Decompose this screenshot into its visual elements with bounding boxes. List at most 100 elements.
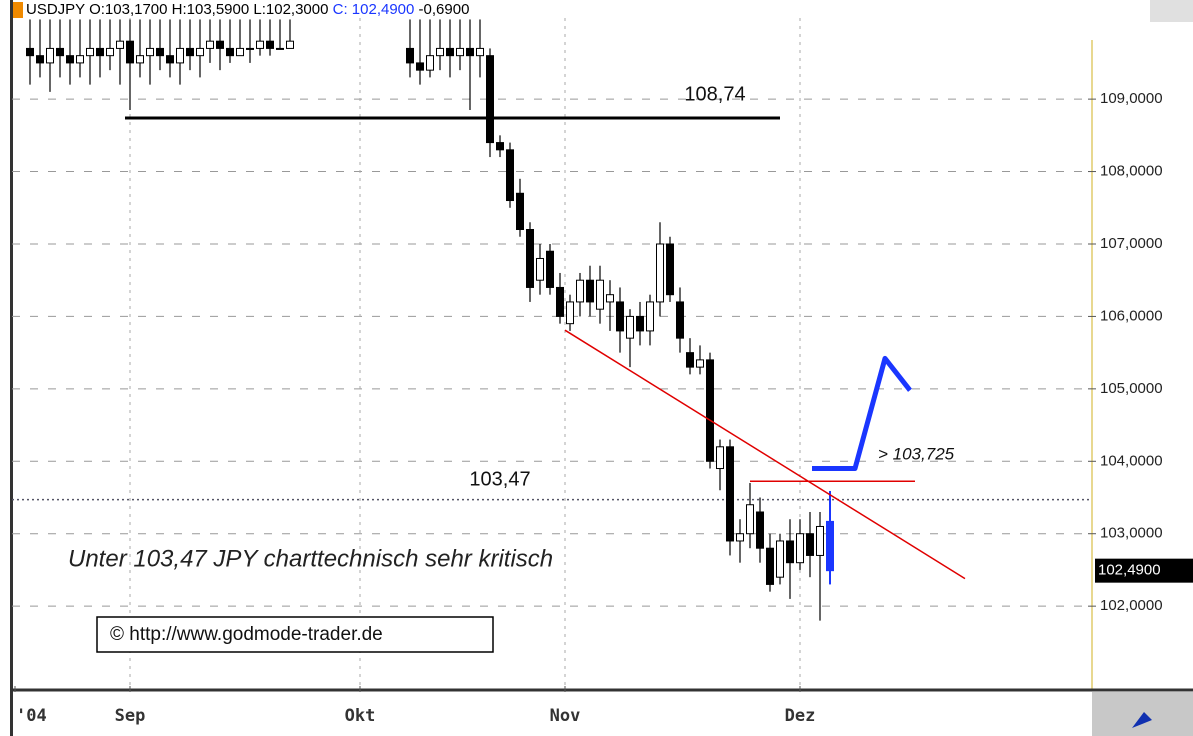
candle-body — [166, 55, 174, 64]
candle-body — [26, 47, 34, 57]
candle-body — [796, 533, 804, 564]
candle-body — [446, 47, 454, 57]
x-tick-label: '04 — [16, 706, 47, 726]
y-tick-label: 108,0000 — [1100, 163, 1163, 180]
candle-body — [806, 533, 814, 556]
candle-body — [576, 279, 584, 303]
candle-body — [626, 315, 634, 339]
comment: Unter 103,47 JPY charttechnisch sehr kri… — [68, 545, 553, 572]
candle-body — [826, 520, 834, 572]
candle-body — [456, 47, 464, 57]
candle-body — [176, 47, 184, 64]
y-tick-label: 106,0000 — [1100, 307, 1163, 324]
candle-body — [486, 55, 494, 144]
candle-body — [236, 47, 244, 57]
candle-body — [466, 47, 474, 57]
candle-body — [36, 55, 44, 64]
candle-body — [436, 47, 444, 57]
plot — [12, 18, 1090, 688]
tool-icon[interactable] — [1132, 712, 1152, 728]
candle-body — [686, 352, 694, 368]
candle-body — [756, 511, 764, 549]
candle-body — [146, 47, 154, 57]
candle-body — [416, 62, 424, 71]
candle-body — [516, 192, 524, 231]
candle-body — [266, 40, 274, 49]
x-tick-label: Dez — [785, 706, 816, 726]
candle-body — [706, 359, 714, 462]
candle-body — [766, 547, 774, 585]
title-part: -0,6900 — [419, 1, 470, 18]
candle-body — [566, 301, 574, 325]
candle-body — [426, 55, 434, 71]
y-tick-label: 103,0000 — [1100, 525, 1163, 542]
candle-body — [786, 540, 794, 564]
candle-body — [496, 142, 504, 151]
y-tick-label: 109,0000 — [1100, 90, 1163, 107]
x-tick-label: Sep — [115, 706, 146, 726]
candle-body — [76, 55, 84, 64]
last-price-label: 102,4900 — [1098, 562, 1161, 579]
x-tick-label: Okt — [345, 706, 376, 726]
candle-body — [506, 149, 514, 202]
candle-body — [46, 47, 54, 64]
source-box — [96, 616, 494, 653]
y-tick-label: 102,0000 — [1100, 597, 1163, 614]
y-tick-label: 107,0000 — [1100, 235, 1163, 252]
candle-body — [676, 301, 684, 339]
x-tick-label: Nov — [550, 706, 581, 726]
candle-body — [476, 47, 484, 57]
candle-body — [616, 301, 624, 332]
candle-body — [726, 446, 734, 542]
candle-body — [196, 47, 204, 57]
candle-body — [746, 504, 754, 535]
candle-body — [256, 40, 264, 49]
trendline — [564, 329, 966, 580]
candle-body — [666, 243, 674, 296]
title-part: C: 102,4900 — [333, 1, 415, 18]
candle-body — [596, 279, 604, 310]
candle-body — [56, 47, 64, 57]
candle-body — [586, 279, 594, 303]
candle-body — [696, 359, 704, 368]
candle-body — [536, 257, 544, 281]
candle-body — [216, 40, 224, 49]
y-tick-label: 104,0000 — [1100, 452, 1163, 469]
candle-body — [556, 286, 564, 317]
candle-body — [286, 40, 294, 49]
candle-body — [646, 301, 654, 332]
candle-body — [656, 243, 664, 303]
chart-title: USDJPY O:103,1700 H:103,5900 L:102,3000 … — [26, 1, 469, 18]
candle-body — [816, 525, 824, 556]
candle-body — [126, 40, 134, 64]
candle-body — [636, 315, 644, 332]
last-price-box — [1095, 558, 1193, 583]
candle-body — [546, 250, 554, 288]
candle-body — [186, 47, 194, 57]
candle-body — [116, 40, 124, 49]
tab — [1150, 0, 1193, 22]
resistance-label: 108,74 — [684, 83, 745, 105]
y-tick-label: 105,0000 — [1100, 380, 1163, 397]
marker — [13, 2, 23, 18]
candle-body — [276, 47, 284, 50]
candle-body — [606, 294, 614, 303]
candle-body — [86, 47, 94, 57]
candle-body — [526, 229, 534, 288]
title-part: USDJPY O:103,1700 H:103,5900 L:102,3000 — [26, 1, 328, 18]
candle-body — [776, 540, 784, 578]
projection-arrow — [812, 355, 912, 472]
candle-body — [226, 47, 234, 57]
candle-body — [736, 533, 744, 542]
candle-body — [206, 40, 214, 49]
trigger-label: > 103,725 — [878, 444, 955, 463]
candle-body — [156, 47, 164, 57]
left-border — [10, 0, 13, 736]
candle-body — [406, 47, 414, 64]
candle-body — [716, 446, 724, 470]
candle-body — [246, 47, 254, 50]
candle-body — [136, 55, 144, 64]
source: © http://www.godmode-trader.de — [110, 624, 383, 645]
